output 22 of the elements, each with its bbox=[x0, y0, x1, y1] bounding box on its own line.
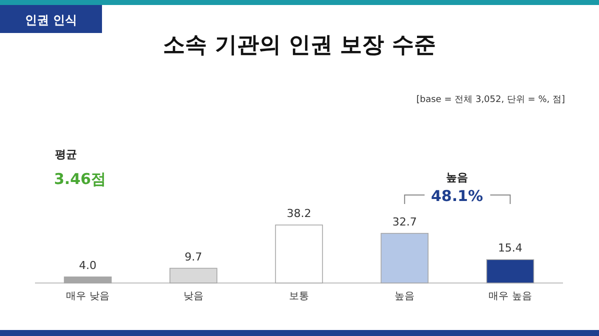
data-label: 32.7 bbox=[392, 215, 417, 228]
x-tick-label: 높음 bbox=[394, 291, 415, 302]
text: 48.1% bbox=[430, 187, 484, 205]
data-label: 9.7 bbox=[184, 250, 202, 264]
x-tick-label: 매우 높음 bbox=[488, 291, 532, 302]
data-label: 4.0 bbox=[79, 258, 97, 272]
bar bbox=[275, 224, 323, 284]
data-label: 15.4 bbox=[498, 242, 522, 255]
x-tick-label: 매우 낮음 bbox=[66, 291, 110, 302]
data-label: 38.2 bbox=[286, 207, 312, 220]
bar bbox=[170, 268, 218, 284]
text: 높음 bbox=[446, 171, 468, 184]
x-tick-label: 보통 bbox=[289, 291, 309, 302]
text: [base = 전체 3,052, 단위 = %, 점] bbox=[416, 95, 565, 105]
text: 3.46점 bbox=[54, 170, 106, 188]
chart-title: 소속 기관의 인권 보장 수준 bbox=[163, 33, 436, 58]
x-tick-label: 낮음 bbox=[183, 291, 204, 302]
bar bbox=[380, 232, 428, 284]
text: 인권 인식 bbox=[24, 13, 78, 27]
bar bbox=[486, 259, 534, 284]
bar bbox=[64, 276, 112, 284]
text: 평균 bbox=[55, 148, 77, 161]
